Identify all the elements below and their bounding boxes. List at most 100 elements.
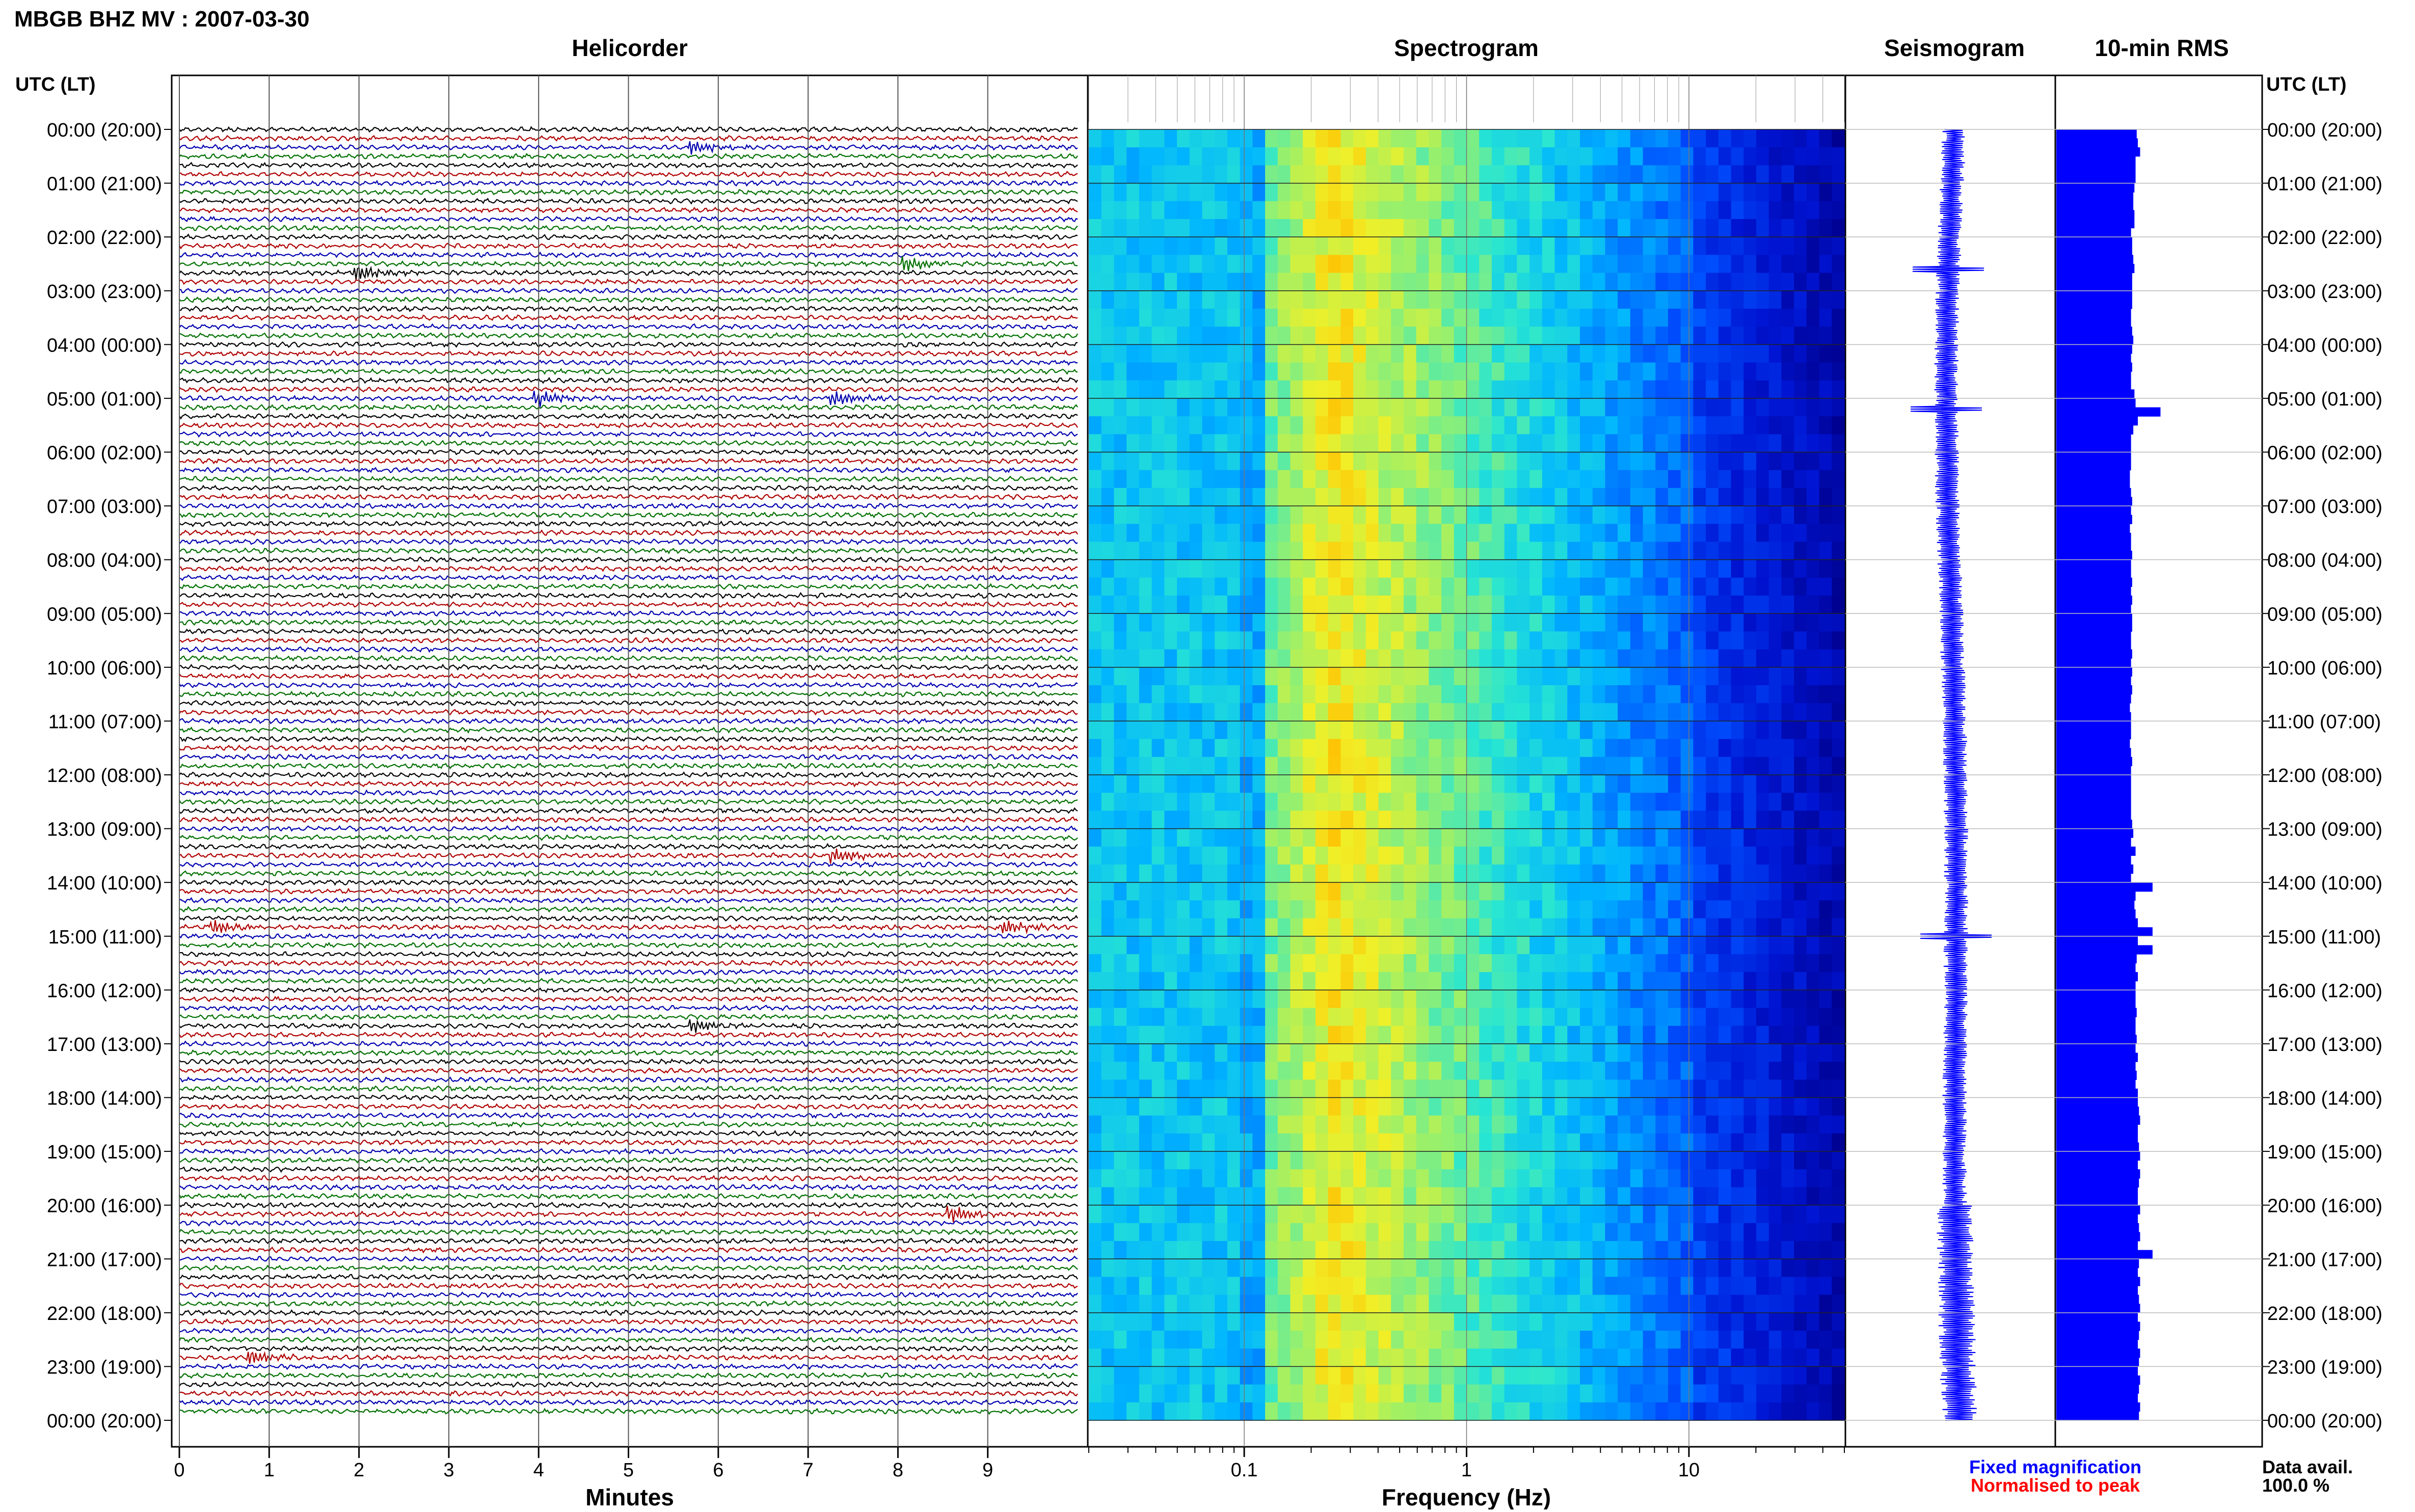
spectrogram-cell <box>1416 147 1430 166</box>
spectrogram-cell <box>1277 1097 1291 1116</box>
spectrogram-cell <box>1215 739 1228 758</box>
spectrogram-cell <box>1315 990 1329 1009</box>
rms-bar <box>2056 730 2131 740</box>
spectrogram-cell <box>1139 1294 1152 1313</box>
spectrogram-cell <box>1718 147 1732 166</box>
spectrogram-cell <box>1227 721 1241 740</box>
spectrogram-cell <box>1806 685 1820 704</box>
spectrogram-cell <box>1466 434 1480 453</box>
spectrogram-cell <box>1542 1348 1555 1367</box>
spectrogram-cell <box>1114 201 1127 220</box>
spectrogram-cell <box>1554 1115 1568 1134</box>
spectrogram-cell <box>1504 147 1518 166</box>
spectrogram-cell <box>1579 775 1593 793</box>
spectrogram-cell <box>1643 1025 1656 1044</box>
spectrogram-cell <box>1365 506 1379 525</box>
spectrogram-cell <box>1718 308 1732 327</box>
spectrogram-cell <box>1655 1259 1669 1278</box>
spectrogram-x-tick-label: 0.1 <box>1231 1460 1258 1481</box>
spectrogram-cell <box>1680 757 1694 775</box>
spectrogram-cell <box>1429 165 1442 184</box>
spectrogram-cell <box>1151 721 1165 740</box>
spectrogram-cell <box>1227 1169 1241 1188</box>
spectrogram-cell <box>1806 452 1820 471</box>
spectrogram-cell <box>1768 488 1782 506</box>
spectrogram-cell <box>1504 452 1518 471</box>
spectrogram-cell <box>1806 1115 1820 1134</box>
spectrogram-cell <box>1655 685 1669 704</box>
spectrogram-cell <box>1832 864 1845 883</box>
spectrogram-cell <box>1215 1402 1228 1421</box>
spectrogram-cell <box>1491 757 1505 775</box>
rms-bar <box>2056 1097 2138 1107</box>
spectrogram-cell <box>1365 918 1379 937</box>
spectrogram-cell <box>1164 273 1177 291</box>
spectrogram-cell <box>1794 362 1807 381</box>
spectrogram-cell <box>1668 273 1681 291</box>
rms-bar <box>2056 1232 2140 1241</box>
spectrogram-cell <box>1139 1384 1152 1403</box>
spectrogram-cell <box>1315 685 1329 704</box>
spectrogram-cell <box>1530 165 1543 184</box>
spectrogram-cell <box>1277 918 1291 937</box>
spectrogram-cell <box>1618 631 1631 650</box>
spectrogram-cell <box>1530 1097 1543 1116</box>
spectrogram-cell <box>1806 147 1820 166</box>
spectrogram-cell <box>1139 1348 1152 1367</box>
rms-bar <box>2056 219 2135 229</box>
spectrogram-cell <box>1832 362 1845 381</box>
spectrogram-cell <box>1252 757 1266 775</box>
spectrogram-cell <box>1303 667 1316 686</box>
spectrogram-cell <box>1592 1133 1606 1152</box>
spectrogram-cell <box>1365 954 1379 973</box>
spectrogram-cell <box>1806 828 1820 847</box>
spectrogram-cell <box>1403 273 1417 291</box>
spectrogram-cell <box>1227 703 1241 722</box>
spectrogram-cell <box>1403 1348 1417 1367</box>
spectrogram-cell <box>1592 954 1606 973</box>
spectrogram-cell <box>1605 703 1618 722</box>
spectrogram-cell <box>1101 255 1115 274</box>
spectrogram-cell <box>1215 1348 1228 1367</box>
spectrogram-cell <box>1340 811 1354 829</box>
spectrogram-cell <box>1504 1097 1518 1116</box>
spectrogram-cell <box>1630 811 1644 829</box>
spectrogram-cell <box>1177 416 1190 435</box>
spectrogram-cell <box>1668 882 1681 901</box>
spectrogram-cell <box>1819 918 1833 937</box>
spectrogram-cell <box>1630 308 1644 327</box>
spectrogram-cell <box>1466 1366 1480 1385</box>
spectrogram-cell <box>1164 1223 1177 1241</box>
spectrogram-cell <box>1643 219 1656 237</box>
spectrogram-cell <box>1202 775 1215 793</box>
spectrogram-cell <box>1718 1062 1732 1081</box>
spectrogram-cell <box>1706 667 1719 686</box>
spectrogram-cell <box>1114 577 1127 596</box>
spectrogram-cell <box>1466 577 1480 596</box>
spectrogram-cell <box>1328 559 1341 578</box>
spectrogram-cell <box>1592 165 1606 184</box>
spectrogram-cell <box>1441 1312 1455 1331</box>
spectrogram-cell <box>1794 721 1807 740</box>
spectrogram-cell <box>1265 1133 1278 1152</box>
spectrogram-cell <box>1806 542 1820 560</box>
spectrogram-cell <box>1693 846 1706 865</box>
spectrogram-cell <box>1491 721 1505 740</box>
spectrogram-cell <box>1416 542 1430 560</box>
spectrogram-cell <box>1567 1366 1580 1385</box>
spectrogram-cell <box>1454 416 1467 435</box>
spectrogram-cell <box>1491 685 1505 704</box>
spectrogram-cell <box>1340 165 1354 184</box>
spectrogram-cell <box>1832 416 1845 435</box>
spectrogram-cell <box>1151 900 1165 919</box>
spectrogram-cell <box>1605 954 1618 973</box>
row-label-right: 21:00 (17:00) <box>2267 1249 2382 1271</box>
spectrogram-cell <box>1391 165 1404 184</box>
spectrogram-cell <box>1215 273 1228 291</box>
spectrogram-cell <box>1542 631 1555 650</box>
spectrogram-cell <box>1290 936 1303 955</box>
spectrogram-cell <box>1554 344 1568 363</box>
spectrogram-cell <box>1403 667 1417 686</box>
rms-bar <box>2056 927 2153 937</box>
spectrogram-cell <box>1466 1025 1480 1044</box>
